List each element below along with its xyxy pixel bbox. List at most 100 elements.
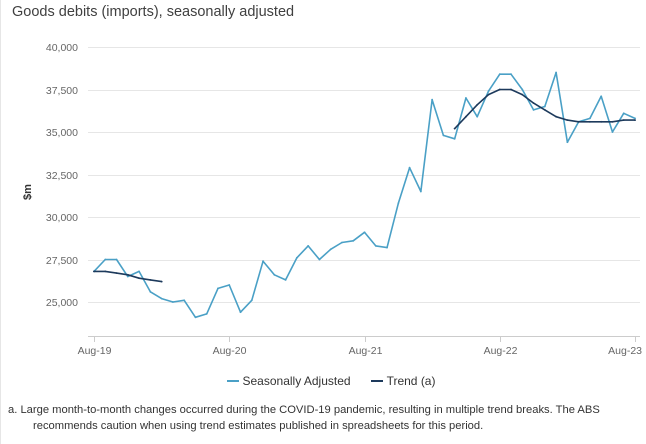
- legend-label-trend: Trend (a): [386, 374, 436, 388]
- data-point-seasonally-adjusted: [205, 313, 208, 315]
- series-line-seasonally-adjusted: [93, 71, 636, 319]
- data-point-trend-a: [555, 115, 557, 118]
- data-point-seasonally-adjusted: [284, 279, 287, 281]
- data-point-seasonally-adjusted: [194, 316, 197, 319]
- y-tick-label: 40,000: [46, 42, 78, 54]
- data-point-seasonally-adjusted: [104, 258, 107, 261]
- frame-edge: [0, 0, 1, 444]
- data-point-trend-a: [465, 115, 467, 118]
- data-point-seasonally-adjusted: [521, 88, 524, 91]
- legend-item-seasonally-adjusted[interactable]: Seasonally Adjusted: [226, 373, 351, 389]
- footnote: a. Large month-to-month changes occurred…: [8, 404, 600, 432]
- data-point-seasonally-adjusted: [419, 190, 422, 193]
- legend-swatch-trend: [370, 380, 383, 382]
- data-point-seasonally-adjusted: [295, 256, 298, 259]
- data-point-seasonally-adjusted: [634, 117, 636, 120]
- series-trend-a: [93, 88, 636, 283]
- data-point-trend-a: [566, 119, 569, 121]
- data-point-seasonally-adjusted: [329, 248, 332, 251]
- data-point-seasonally-adjusted: [374, 245, 377, 247]
- data-point-trend-a: [543, 109, 546, 111]
- data-point-seasonally-adjusted: [115, 258, 118, 261]
- y-tick-label: 30,000: [46, 212, 78, 224]
- data-point-trend-a: [589, 120, 591, 123]
- data-point-trend-a: [634, 119, 636, 121]
- y-tick-label: 25,000: [46, 297, 78, 309]
- data-point-seasonally-adjusted: [126, 275, 129, 278]
- data-point-seasonally-adjusted: [250, 299, 253, 302]
- data-point-seasonally-adjusted: [228, 284, 231, 286]
- data-point-seasonally-adjusted: [622, 112, 625, 115]
- data-point-seasonally-adjusted: [543, 105, 546, 108]
- data-point-seasonally-adjusted: [138, 270, 140, 273]
- data-point-seasonally-adjusted: [386, 246, 388, 249]
- data-point-trend-a: [521, 93, 524, 96]
- y-tick-labels: 25,000 27,500 30,000 32,500 35,000 37,500 40,0…: [46, 42, 78, 309]
- data-point-seasonally-adjusted: [532, 109, 535, 111]
- data-point-seasonally-adjusted: [431, 98, 434, 101]
- data-point-seasonally-adjusted: [555, 71, 557, 74]
- data-point-trend-a: [600, 120, 603, 123]
- data-point-trend-a: [93, 270, 95, 273]
- line-chart: 25,000 27,500 30,000 32,500 35,000 37,500 40,0…: [22, 42, 642, 357]
- data-point-seasonally-adjusted: [239, 311, 242, 314]
- data-point-seasonally-adjusted: [183, 299, 186, 302]
- data-point-seasonally-adjusted: [600, 95, 603, 98]
- data-point-trend-a: [115, 272, 118, 274]
- chart-title: Goods debits (imports), seasonally adjus…: [12, 4, 295, 20]
- data-point-trend-a: [498, 88, 501, 91]
- series-seasonally-adjusted: [93, 71, 636, 319]
- legend-swatch-seasonally-adjusted: [226, 380, 239, 382]
- data-point-seasonally-adjusted: [363, 231, 366, 234]
- x-tick-label: Aug-22: [484, 345, 518, 357]
- data-point-seasonally-adjusted: [172, 301, 174, 303]
- legend-item-trend[interactable]: Trend (a): [370, 373, 436, 389]
- x-tick-label: Aug-21: [349, 345, 383, 357]
- data-point-trend-a: [577, 120, 580, 123]
- data-point-seasonally-adjusted: [611, 131, 614, 133]
- data-point-trend-a: [138, 277, 140, 280]
- data-point-trend-a: [149, 279, 152, 281]
- gridlines: [88, 47, 640, 303]
- series-line-trend-a: [93, 88, 636, 283]
- data-point-seasonally-adjusted: [510, 73, 512, 76]
- data-point-seasonally-adjusted: [498, 73, 501, 76]
- data-point-trend-a: [126, 273, 129, 276]
- data-point-seasonally-adjusted: [160, 297, 163, 300]
- y-tick-label: 27,500: [46, 255, 78, 267]
- data-point-seasonally-adjusted: [307, 245, 310, 247]
- data-point-seasonally-adjusted: [453, 137, 456, 140]
- data-point-seasonally-adjusted: [397, 202, 400, 205]
- data-point-seasonally-adjusted: [408, 166, 411, 169]
- data-point-seasonally-adjusted: [262, 260, 264, 263]
- data-point-seasonally-adjusted: [352, 239, 355, 242]
- y-tick-label: 37,500: [46, 85, 78, 97]
- data-point-seasonally-adjusted: [465, 97, 467, 99]
- y-tick-label: 32,500: [46, 170, 78, 182]
- x-tick-label: Aug-20: [213, 345, 247, 357]
- legend: Seasonally Adjusted Trend (a): [16, 373, 646, 389]
- data-point-seasonally-adjusted: [273, 273, 276, 276]
- y-axis-label: $m: [22, 184, 34, 200]
- data-point-seasonally-adjusted: [217, 287, 219, 290]
- data-point-trend-a: [476, 103, 479, 106]
- data-point-seasonally-adjusted: [341, 241, 343, 244]
- data-point-trend-a: [487, 93, 490, 96]
- x-tick-label: Aug-23: [608, 345, 642, 357]
- data-point-trend-a: [104, 270, 107, 273]
- legend-label-seasonally-adjusted: Seasonally Adjusted: [242, 374, 351, 388]
- data-point-trend-a: [453, 127, 456, 130]
- y-tick-label: 35,000: [46, 127, 78, 139]
- data-point-seasonally-adjusted: [589, 117, 591, 120]
- data-point-trend-a: [622, 119, 625, 121]
- data-point-seasonally-adjusted: [566, 141, 569, 144]
- data-point-seasonally-adjusted: [442, 134, 445, 137]
- x-tick-labels: Aug-19 Aug-20 Aug-21 Aug-22 Aug-23: [78, 336, 642, 357]
- data-point-seasonally-adjusted: [476, 115, 479, 118]
- x-tick-label: Aug-19: [78, 345, 112, 357]
- data-point-seasonally-adjusted: [149, 290, 152, 293]
- series-group: [93, 71, 636, 319]
- data-point-trend-a: [160, 280, 163, 283]
- data-point-trend-a: [510, 88, 512, 91]
